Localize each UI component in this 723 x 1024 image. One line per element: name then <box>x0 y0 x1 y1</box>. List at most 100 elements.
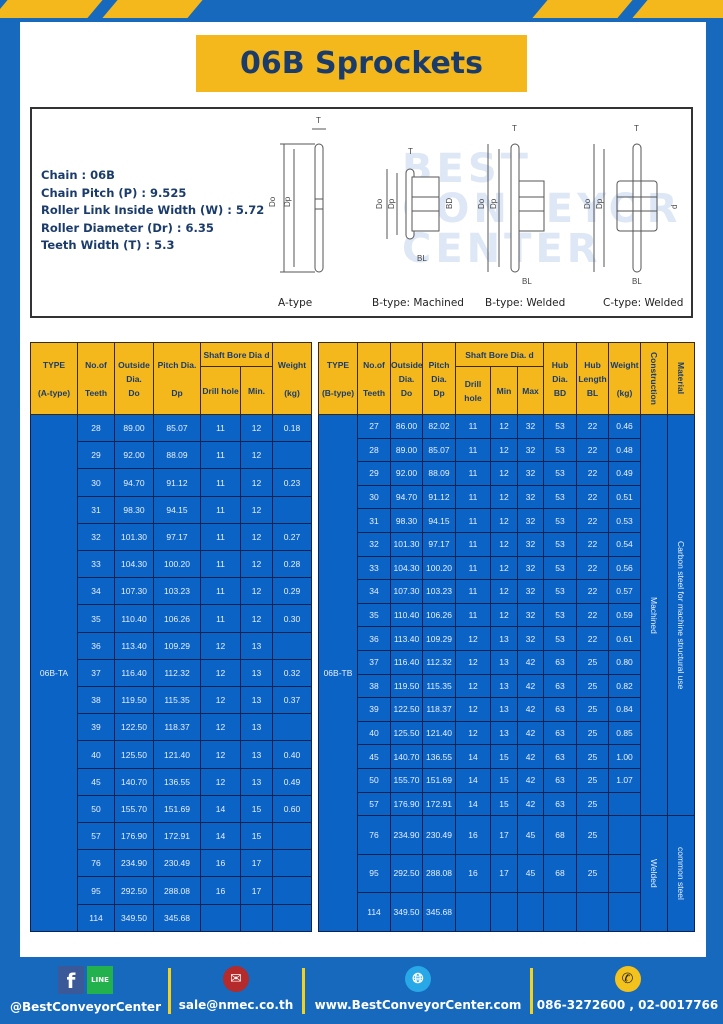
cell-weight: 0.80 <box>608 649 642 675</box>
cell-weight <box>272 495 312 524</box>
cell-pitch-dia: 151.69 <box>153 794 201 824</box>
cell-teeth: 114 <box>357 892 391 932</box>
cell-pitch-dia: 94.15 <box>422 508 456 533</box>
cell-outside-dia: 119.50 <box>390 673 423 699</box>
cell-teeth: 31 <box>357 508 391 533</box>
cell-min-bore: 12 <box>490 437 518 463</box>
cell-drill-hole: 12 <box>200 658 241 688</box>
footer-phone[interactable]: ✆ 086-3272600 , 02-0017766 <box>535 962 720 1012</box>
cell-weight: 0.18 <box>272 413 312 443</box>
cell-drill-hole <box>200 903 241 933</box>
divider <box>168 968 171 1014</box>
cell-min-bore: 13 <box>240 631 273 660</box>
table-a-type: TYPE (A-type) No.of Teeth Outside Dia. Do Pi… <box>30 342 312 933</box>
cell-teeth: 45 <box>357 744 391 769</box>
label-bl: BL <box>522 277 532 286</box>
cell-outside-dia: 292.50 <box>114 876 154 905</box>
cell-hub-dia: 53 <box>543 484 578 510</box>
cell-weight <box>608 892 642 932</box>
cell-teeth: 76 <box>357 815 391 855</box>
cell-hub-dia: 63 <box>543 649 578 675</box>
cell-max-bore: 32 <box>516 602 545 628</box>
cell-min-bore: 17 <box>240 849 273 878</box>
cell-teeth: 45 <box>77 767 115 796</box>
cell-weight: 0.32 <box>272 658 312 688</box>
cell-pitch-dia: 288.08 <box>153 876 201 905</box>
cell-pitch-dia: 172.91 <box>422 791 456 817</box>
cell-weight: 0.49 <box>608 461 642 486</box>
cell-drill-hole: 12 <box>455 649 491 675</box>
cell-teeth: 50 <box>77 794 115 824</box>
label-d: d <box>670 205 679 209</box>
cell-max-bore: 32 <box>516 437 545 463</box>
facebook-icon[interactable]: f <box>58 966 84 994</box>
cell-teeth: 30 <box>357 484 391 510</box>
cell-hub-length: 25 <box>576 697 610 722</box>
cell-teeth: 76 <box>77 849 115 878</box>
footer-email[interactable]: ✉ sale@nmec.co.th <box>175 962 297 1012</box>
cell-min-bore: 13 <box>490 649 518 675</box>
cell-teeth: 34 <box>357 579 391 604</box>
watermark-logo: BESTCONVEYORCENTER <box>402 146 677 272</box>
cell-drill-hole: 12 <box>455 626 491 651</box>
cell-teeth: 34 <box>77 577 115 606</box>
cell-weight: 0.27 <box>272 522 312 552</box>
website-link[interactable]: www.BestConveyorCenter.com <box>314 998 522 1012</box>
social-handle[interactable]: @BestConveyorCenter <box>10 1000 161 1014</box>
cell-min-bore: 13 <box>240 767 273 796</box>
cell-drill-hole: 11 <box>200 495 241 524</box>
cell-weight <box>608 853 642 894</box>
table-row: 76 234.90 230.49 16 17 45 68 25 Welded common ste… <box>319 815 696 932</box>
line-icon[interactable]: LINE <box>87 966 113 994</box>
cell-hub-length: 22 <box>576 414 610 439</box>
cell-outside-dia: 113.40 <box>390 626 423 651</box>
cell-pitch-dia: 91.12 <box>153 468 201 497</box>
cell-max-bore: 42 <box>516 673 545 699</box>
cell-min-bore <box>490 892 518 932</box>
footer: f LINE @BestConveyorCenter ✉ sale@nmec.c… <box>0 962 723 1024</box>
cell-hub-length: 22 <box>576 437 610 463</box>
cell-teeth: 38 <box>357 673 391 699</box>
cell-max-bore: 45 <box>516 853 545 894</box>
divider <box>530 968 533 1014</box>
cell-hub-dia: 63 <box>543 697 578 722</box>
footer-website[interactable]: 🌐︎ www.BestConveyorCenter.com <box>308 962 528 1012</box>
cell-outside-dia: 104.30 <box>114 550 154 579</box>
table-row: 50 155.70 151.69 14 15 42 63 25 1.07 <box>319 767 695 793</box>
divider <box>302 968 305 1014</box>
footer-social[interactable]: f LINE @BestConveyorCenter <box>8 962 163 1014</box>
cell-pitch-dia: 100.20 <box>153 550 201 579</box>
cell-outside-dia: 292.50 <box>390 853 423 894</box>
cell-min-bore: 13 <box>490 626 518 651</box>
cell-drill-hole: 16 <box>455 815 491 855</box>
cell-pitch-dia: 85.07 <box>422 437 456 463</box>
cell-teeth: 28 <box>357 437 391 463</box>
decor-stripe <box>532 0 633 18</box>
label-do: Do <box>268 196 277 207</box>
phone-icon: ✆ <box>614 966 641 992</box>
globe-icon: 🌐︎ <box>405 966 431 992</box>
cell-teeth: 36 <box>357 626 391 651</box>
construction-cell: Welded <box>640 815 669 932</box>
cell-drill-hole: 14 <box>200 794 241 824</box>
table-row: 35 110.40 106.26 11 12 0.30 <box>31 604 312 633</box>
cell-hub-dia: 53 <box>543 602 578 628</box>
cell-hub-length: 22 <box>576 555 610 581</box>
cell-drill-hole: 12 <box>455 673 491 699</box>
cell-teeth: 35 <box>357 602 391 628</box>
cell-outside-dia: 122.50 <box>114 713 154 742</box>
label-bl: BL <box>632 277 642 286</box>
email-link[interactable]: sale@nmec.co.th <box>178 998 294 1012</box>
phone-number[interactable]: 086-3272600 , 02-0017766 <box>536 998 719 1012</box>
type-cell: 06B-TA <box>30 414 78 932</box>
cell-drill-hole: 11 <box>455 484 491 510</box>
cell-pitch-dia: 136.55 <box>153 767 201 796</box>
cell-outside-dia: 125.50 <box>114 740 154 769</box>
cell-drill-hole: 16 <box>200 876 241 905</box>
cell-drill-hole: 11 <box>200 604 241 633</box>
cell-pitch-dia: 85.07 <box>153 413 201 443</box>
table-row: 50 155.70 151.69 14 15 0.60 <box>31 794 312 824</box>
decor-stripe <box>632 0 723 18</box>
cell-teeth: 31 <box>77 495 115 524</box>
material-cell: common steel <box>667 815 696 932</box>
